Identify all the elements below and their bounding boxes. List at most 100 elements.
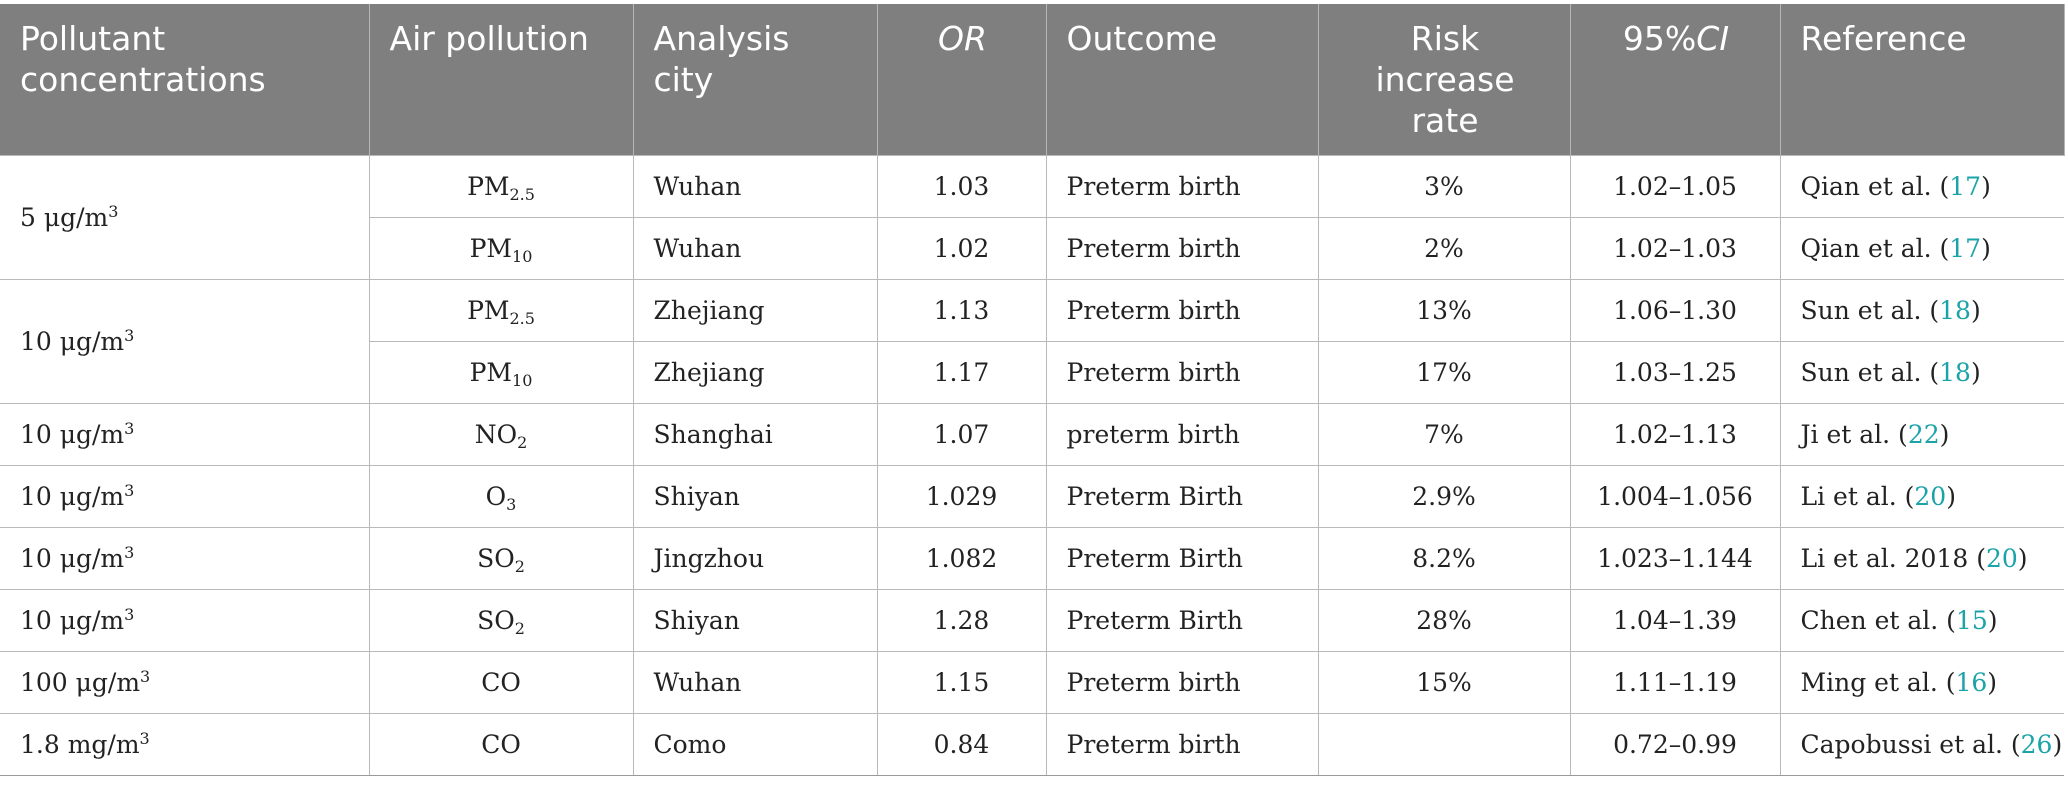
risk-cell: 2.9% — [1317, 465, 1571, 528]
outcome-cell: Preterm birth — [1045, 713, 1319, 776]
outcome-cell: preterm birth — [1045, 403, 1319, 466]
reference-close: ) — [2017, 544, 2028, 573]
header-risk: Risk increase rate — [1318, 4, 1571, 156]
reference-link[interactable]: 18 — [1939, 296, 1971, 325]
table-row: PM10 Wuhan 1.02 Preterm birth 2% 1.02–1.… — [0, 217, 2064, 280]
reference-cell: Qian et al. (17) — [1779, 155, 2064, 218]
reference-cell: Chen et al. (15) — [1779, 589, 2064, 652]
or-cell: 0.84 — [876, 713, 1047, 776]
ci-cell: 1.023–1.144 — [1569, 527, 1781, 590]
concentration-sup: 3 — [124, 481, 135, 500]
header-outcome: Outcome — [1046, 4, 1319, 156]
concentration-cell: 1.8 mg/m3 — [0, 713, 370, 776]
concentration-sup: 3 — [124, 605, 135, 624]
header-row: Pollutant concentrations Air pollution A… — [0, 4, 2065, 156]
concentration-text: 10 μg/m — [20, 327, 125, 356]
reference-link[interactable]: 20 — [1914, 482, 1947, 511]
header-or-text: OR — [938, 19, 987, 58]
pollutant-cell: PM2.5 — [368, 155, 634, 218]
reference-text: Ming et al. ( — [1800, 668, 1956, 697]
pollutant-text: PM — [469, 234, 513, 263]
reference-link[interactable]: 18 — [1939, 358, 1971, 387]
risk-cell: 17% — [1317, 341, 1571, 404]
pollutant-cell: PM10 — [368, 341, 634, 404]
ci-cell: 1.004–1.056 — [1569, 465, 1781, 528]
concentration-cell: 10 μg/m3 — [0, 465, 370, 528]
concentration-cell: 100 μg/m3 — [0, 651, 370, 714]
reference-link[interactable]: 17 — [1949, 172, 1982, 201]
reference-cell: Li et al. (20) — [1779, 465, 2064, 528]
concentration-text: 10 μg/m — [20, 606, 125, 635]
risk-cell: 2% — [1317, 217, 1571, 280]
reference-close: ) — [1939, 420, 1950, 449]
city-cell: Wuhan — [632, 217, 878, 280]
reference-link[interactable]: 16 — [1955, 668, 1988, 697]
reference-close: ) — [1970, 358, 1981, 387]
reference-link[interactable]: 22 — [1907, 420, 1940, 449]
reference-text: Qian et al. ( — [1800, 172, 1950, 201]
table-row: 10 μg/m3 PM2.5 Zhejiang 1.13 Preterm bir… — [0, 279, 2064, 404]
ci-cell: 1.02–1.13 — [1569, 403, 1781, 466]
pollutant-text: CO — [481, 730, 521, 759]
reference-text: Chen et al. ( — [1800, 606, 1956, 635]
city-cell: Shiyan — [632, 589, 878, 652]
outcome-cell: Preterm birth — [1045, 217, 1319, 280]
risk-cell: 13% — [1317, 279, 1571, 342]
pollutant-text: PM — [467, 296, 510, 325]
reference-cell: Qian et al. (17) — [1779, 217, 2064, 280]
concentration-sup: 3 — [124, 326, 135, 345]
concentration-cell: 5 μg/m3 — [0, 155, 370, 280]
header-or: OR — [877, 4, 1047, 156]
reference-text: Sun et al. ( — [1800, 296, 1940, 325]
table-row: 10 μg/m3 O3 Shiyan 1.029 Preterm Birth 2… — [0, 465, 2064, 528]
pollutant-cell: CO — [368, 651, 634, 714]
ci-cell: 1.03–1.25 — [1569, 341, 1781, 404]
header-city: Analysis city — [633, 4, 878, 156]
outcome-cell: Preterm Birth — [1045, 589, 1319, 652]
concentration-sup: 3 — [140, 667, 151, 686]
table-row: 1.8 mg/m3 CO Como 0.84 Preterm birth 0.7… — [0, 713, 2064, 776]
reference-close: ) — [1946, 482, 1956, 511]
reference-link[interactable]: 20 — [1985, 544, 2018, 573]
table-row: 5 μg/m3 PM2.5 Wuhan 1.03 Preterm birth 3… — [0, 155, 2064, 280]
ci-cell: 1.02–1.05 — [1569, 155, 1781, 218]
city-cell: Zhejiang — [632, 279, 878, 342]
or-cell: 1.029 — [876, 465, 1047, 528]
outcome-cell: Preterm birth — [1045, 279, 1319, 342]
outcome-cell: Preterm birth — [1045, 651, 1319, 714]
header-reference: Reference — [1780, 4, 2065, 156]
reference-link[interactable]: 15 — [1955, 606, 1988, 635]
concentration-sup: 3 — [108, 202, 119, 221]
pollutant-sub: 10 — [512, 247, 533, 266]
header-ci-prefix: 95% — [1622, 19, 1697, 58]
reference-text: Ji et al. ( — [1800, 420, 1908, 449]
concentration-text: 100 μg/m — [20, 668, 141, 697]
pollutant-text: CO — [481, 668, 521, 697]
reference-link[interactable]: 17 — [1949, 234, 1982, 263]
concentration-cell: 10 μg/m3 — [0, 403, 370, 466]
reference-text: Sun et al. ( — [1800, 358, 1940, 387]
concentration-text: 10 μg/m — [20, 482, 125, 511]
pollutant-sub: 2.5 — [509, 185, 535, 204]
outcome-cell: Preterm Birth — [1045, 465, 1319, 528]
pollutant-cell: SO2 — [368, 527, 634, 590]
or-cell: 1.17 — [876, 341, 1047, 404]
reference-close: ) — [1987, 668, 1998, 697]
risk-cell: 7% — [1317, 403, 1571, 466]
or-cell: 1.28 — [876, 589, 1047, 652]
pollutant-cell: CO — [368, 713, 634, 776]
city-cell: Wuhan — [632, 155, 878, 218]
risk-cell: 8.2% — [1317, 527, 1571, 590]
reference-close: ) — [1970, 296, 1981, 325]
pollutant-sub: 2 — [517, 433, 528, 452]
concentration-cell: 10 μg/m3 — [0, 279, 370, 404]
risk-cell: 28% — [1317, 589, 1571, 652]
reference-link[interactable]: 26 — [2020, 730, 2053, 759]
pollutant-cell: PM10 — [368, 217, 634, 280]
concentration-text: 10 μg/m — [20, 544, 125, 573]
reference-text: Capobussi et al. ( — [1800, 730, 2021, 759]
reference-cell: Li et al. 2018 (20) — [1779, 527, 2064, 590]
reference-close: ) — [2052, 730, 2063, 759]
or-cell: 1.07 — [876, 403, 1047, 466]
reference-cell: Capobussi et al. (26) — [1779, 713, 2064, 776]
